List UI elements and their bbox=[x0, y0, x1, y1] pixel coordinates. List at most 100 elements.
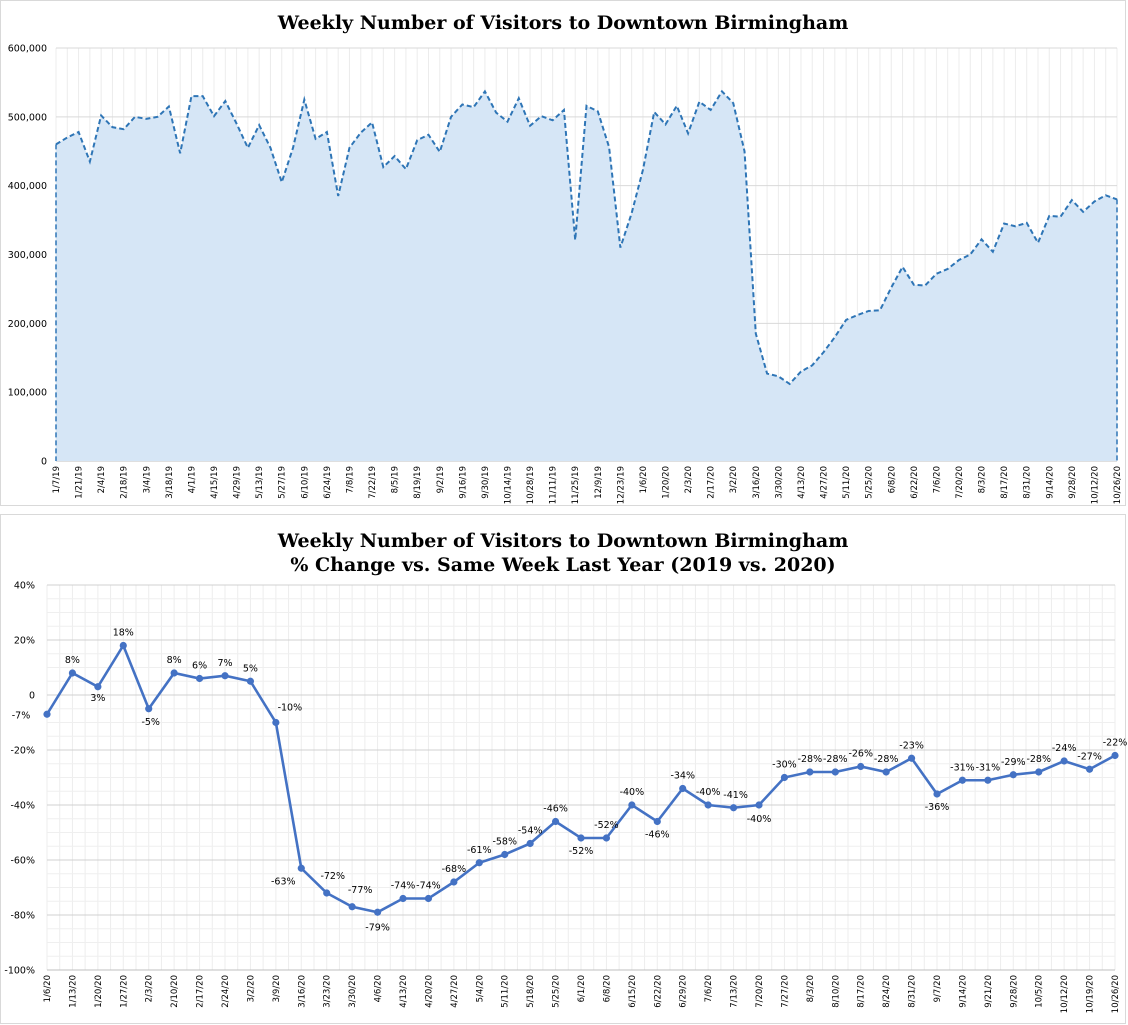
change-data-label: -52% bbox=[594, 820, 619, 831]
change-point bbox=[424, 894, 433, 903]
visitors-x-tick-label: 8/17/20 bbox=[1000, 466, 1010, 499]
change-data-label: 8% bbox=[167, 655, 182, 666]
visitors-x-tick-label: 8/19/19 bbox=[413, 466, 423, 499]
change-x-tick-label: 4/13/20 bbox=[399, 975, 409, 1008]
change-data-label: -40% bbox=[620, 787, 645, 798]
change-data-label: -31% bbox=[950, 762, 975, 773]
change-point bbox=[984, 776, 992, 784]
change-x-tick-label: 10/5/20 bbox=[1035, 975, 1045, 1008]
change-chart-panel: -100% -80% -60% -40% -20% 0 20% 40% 1/6/20 1/13/2… bbox=[0, 514, 1127, 1024]
change-point bbox=[450, 878, 458, 886]
change-point bbox=[348, 903, 356, 911]
visitors-x-tick-label: 11/25/19 bbox=[571, 466, 581, 504]
visitors-x-tick-label: 9/28/20 bbox=[1068, 466, 1078, 499]
visitors-x-tick-label: 3/18/19 bbox=[165, 466, 175, 499]
change-x-tick-label: 1/6/20 bbox=[43, 975, 53, 1002]
change-x-tick-label: 2/3/20 bbox=[145, 975, 155, 1002]
change-data-label: -68% bbox=[442, 864, 467, 875]
change-x-tick-label: 3/16/20 bbox=[297, 975, 307, 1008]
change-point bbox=[1035, 768, 1043, 776]
visitors-chart-title: Weekly Number of Visitors to Downtown Bi… bbox=[277, 12, 849, 34]
visitors-x-tick-label: 10/28/19 bbox=[526, 466, 536, 504]
change-point bbox=[958, 776, 967, 784]
change-y-tick-label: 20% bbox=[14, 636, 35, 647]
change-x-tick-label: 6/15/20 bbox=[628, 975, 638, 1008]
change-x-tick-label: 7/20/20 bbox=[755, 975, 765, 1008]
change-x-tick-label: 4/27/20 bbox=[450, 975, 460, 1008]
change-data-label: 3% bbox=[90, 693, 105, 704]
change-data-label: 8% bbox=[65, 655, 80, 666]
change-x-tick-label: 2/24/20 bbox=[221, 975, 231, 1008]
change-data-label: 6% bbox=[192, 661, 207, 672]
change-data-label: -79% bbox=[365, 922, 390, 933]
change-data-label: -74% bbox=[416, 881, 441, 892]
visitors-x-tick-label: 4/27/20 bbox=[820, 466, 830, 499]
change-point bbox=[729, 804, 738, 812]
change-data-label: 7% bbox=[217, 658, 232, 669]
change-point bbox=[43, 710, 51, 718]
change-point bbox=[272, 718, 280, 727]
change-point bbox=[373, 908, 382, 916]
change-point bbox=[68, 669, 77, 677]
change-point bbox=[221, 672, 229, 680]
visitors-x-tick-label: 5/27/19 bbox=[278, 466, 288, 499]
change-x-tick-label: 1/20/20 bbox=[94, 975, 104, 1008]
visitors-y-tick-label: 100,000 bbox=[8, 388, 47, 399]
change-x-tick-label: 10/26/20 bbox=[1111, 975, 1121, 1013]
change-x-tick-label: 8/10/20 bbox=[831, 975, 841, 1008]
change-point bbox=[475, 859, 483, 867]
change-point bbox=[831, 768, 839, 776]
visitors-x-tick-label: 7/6/20 bbox=[932, 466, 942, 493]
change-data-label: 18% bbox=[113, 628, 134, 639]
change-x-tick-label: 8/24/20 bbox=[882, 975, 892, 1008]
change-data-label: -29% bbox=[1001, 757, 1026, 768]
change-data-label: -74% bbox=[391, 881, 416, 892]
visitors-x-tick-label: 3/4/19 bbox=[142, 466, 152, 493]
change-x-tick-label: 7/27/20 bbox=[780, 975, 790, 1008]
visitors-x-tick-label: 5/13/19 bbox=[255, 466, 265, 499]
change-x-tick-label: 3/9/20 bbox=[272, 975, 282, 1002]
visitors-x-tick-label: 11/11/19 bbox=[549, 466, 559, 504]
visitors-y-tick-label: 600,000 bbox=[8, 44, 47, 55]
change-x-tick-label: 5/18/20 bbox=[526, 975, 536, 1008]
change-data-label: 5% bbox=[243, 663, 258, 674]
change-y-tick-label: -100% bbox=[4, 966, 35, 977]
change-x-tick-label: 10/12/20 bbox=[1060, 975, 1070, 1013]
change-data-label: -52% bbox=[569, 846, 594, 857]
change-point bbox=[297, 864, 305, 872]
change-x-tick-label: 5/11/20 bbox=[501, 975, 511, 1008]
visitors-x-tick-label: 6/24/19 bbox=[323, 466, 333, 499]
change-point bbox=[246, 677, 255, 685]
change-point bbox=[857, 762, 865, 771]
change-point bbox=[145, 705, 153, 713]
change-x-tick-label: 2/10/20 bbox=[170, 975, 180, 1008]
visitors-y-tick-label: 400,000 bbox=[8, 181, 47, 192]
change-data-label: -28% bbox=[874, 754, 899, 765]
change-data-label: -40% bbox=[696, 787, 721, 798]
change-x-tick-label: 5/25/20 bbox=[552, 975, 562, 1008]
change-data-label: -58% bbox=[492, 837, 517, 848]
change-data-label: -23% bbox=[899, 740, 924, 751]
visitors-x-tick-label: 1/21/19 bbox=[75, 466, 85, 499]
visitors-x-tick-label: 9/14/20 bbox=[1045, 466, 1055, 499]
change-point bbox=[577, 834, 585, 842]
change-data-label: -28% bbox=[798, 754, 823, 765]
visitors-x-tick-label: 4/13/20 bbox=[797, 466, 807, 499]
visitors-x-tick-label: 2/3/20 bbox=[684, 466, 694, 493]
visitors-x-tick-label: 3/30/20 bbox=[774, 466, 784, 499]
change-point bbox=[119, 641, 127, 650]
change-data-label: -22% bbox=[1103, 738, 1127, 749]
visitors-x-tick-label: 5/25/20 bbox=[865, 466, 875, 499]
change-point bbox=[907, 754, 916, 762]
visitors-x-tick-label: 9/2/19 bbox=[436, 466, 446, 493]
visitors-x-tick-label: 1/6/20 bbox=[639, 466, 649, 493]
change-point bbox=[679, 784, 687, 793]
change-x-tick-label: 1/27/20 bbox=[119, 975, 129, 1008]
change-point bbox=[323, 889, 331, 897]
change-data-label: -28% bbox=[1026, 754, 1051, 765]
change-x-tick-label: 4/20/20 bbox=[424, 975, 434, 1008]
visitors-series-line bbox=[55, 89, 1118, 386]
change-data-label: -10% bbox=[278, 703, 303, 714]
visitors-x-tick-label: 2/18/19 bbox=[120, 466, 130, 499]
visitors-y-tick-label: 200,000 bbox=[8, 319, 47, 330]
